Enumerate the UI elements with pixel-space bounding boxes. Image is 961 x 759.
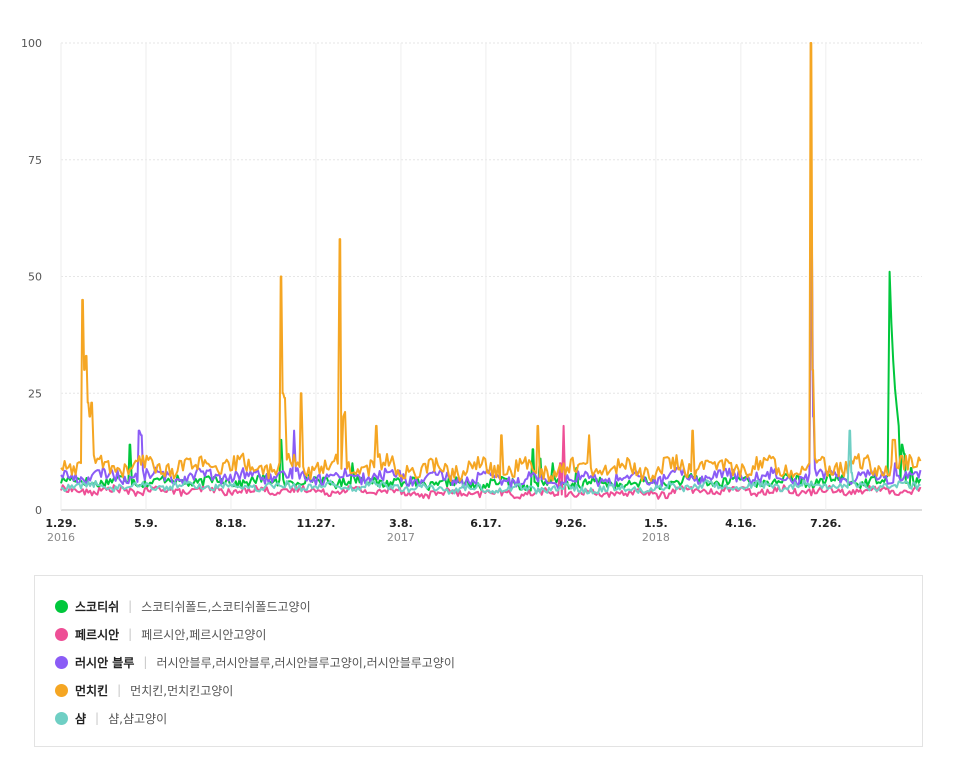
- legend-item-0[interactable]: 스코티쉬 | 스코티쉬폴드,스코티쉬폴드고양이: [55, 596, 311, 616]
- legend-item-3[interactable]: 먼치킨 | 먼치킨,먼치킨고양이: [55, 680, 233, 700]
- legend-separator-1: |: [128, 627, 133, 641]
- y-tick-label: 50: [28, 271, 42, 284]
- legend-dot-0: [55, 599, 68, 613]
- x-tick-label: 1.5.: [644, 517, 668, 530]
- x-tick-label: 1.29.: [45, 517, 76, 530]
- x-tick-label: 7.26.: [810, 517, 841, 530]
- series-line-4: [60, 429, 921, 495]
- x-tick-label: 9.26.: [555, 517, 586, 530]
- legend-dot-1: [55, 627, 68, 641]
- legend-separator-3: |: [117, 683, 122, 697]
- legend-terms-1: 페르시안,페르시안고양이: [141, 627, 267, 642]
- x-tick-label: 4.16.: [725, 517, 756, 530]
- x-tick-label: 3.8.: [389, 517, 413, 530]
- legend-separator-4: |: [95, 711, 100, 725]
- legend-item-1[interactable]: 페르시안 | 페르시안,페르시안고양이: [55, 624, 266, 644]
- legend-name-4: 샴: [75, 711, 87, 726]
- legend-terms-2: 러시안블루,러시안블루,러시안블루고양이,러시안블루고양이: [156, 655, 455, 670]
- legend-terms-4: 샴,샴고양이: [108, 711, 168, 726]
- legend-item-2[interactable]: 러시안 블루 | 러시안블루,러시안블루,러시안블루고양이,러시안블루고양이: [55, 652, 455, 672]
- series-line-3: [60, 42, 922, 483]
- legend-dot-2: [55, 655, 68, 669]
- x-tick-label: 11.27.: [296, 517, 335, 530]
- x-tick-year: 2018: [642, 531, 670, 544]
- x-tick-label: 6.17.: [470, 517, 501, 530]
- legend-name-2: 러시안 블루: [75, 655, 135, 670]
- legend-name-3: 먼치킨: [75, 683, 109, 698]
- x-tick-label: 5.9.: [134, 517, 158, 530]
- legend-name-0: 스코티쉬: [75, 599, 120, 614]
- legend-terms-3: 먼치킨,먼치킨고양이: [130, 683, 234, 698]
- legend-dot-4: [55, 711, 68, 725]
- x-axis: 1.29.2016 5.9. 8.18. 11.27. 3.8.2017 6.17. 9.2…: [45, 517, 841, 544]
- y-tick-label: 25: [28, 387, 42, 400]
- legend-dot-3: [55, 683, 68, 697]
- legend: 스코티쉬 | 스코티쉬폴드,스코티쉬폴드고양이 페르시안 | 페르시안,페르시안…: [34, 575, 923, 747]
- legend-separator-0: |: [128, 599, 133, 613]
- x-tick-year: 2016: [47, 531, 75, 544]
- grid-layer: [60, 42, 922, 511]
- legend-item-4[interactable]: 샴 | 샴,샴고양이: [55, 708, 167, 728]
- x-tick-label: 8.18.: [215, 517, 246, 530]
- x-tick-year: 2017: [387, 531, 415, 544]
- y-axis: 100 75 50 25 0: [21, 37, 42, 517]
- y-tick-label: 0: [35, 504, 42, 517]
- y-tick-label: 100: [21, 37, 42, 50]
- legend-name-1: 페르시안: [75, 627, 120, 642]
- series-layer: [60, 42, 922, 500]
- legend-separator-2: |: [143, 655, 148, 669]
- y-tick-label: 75: [28, 154, 42, 167]
- legend-terms-0: 스코티쉬폴드,스코티쉬폴드고양이: [141, 599, 311, 614]
